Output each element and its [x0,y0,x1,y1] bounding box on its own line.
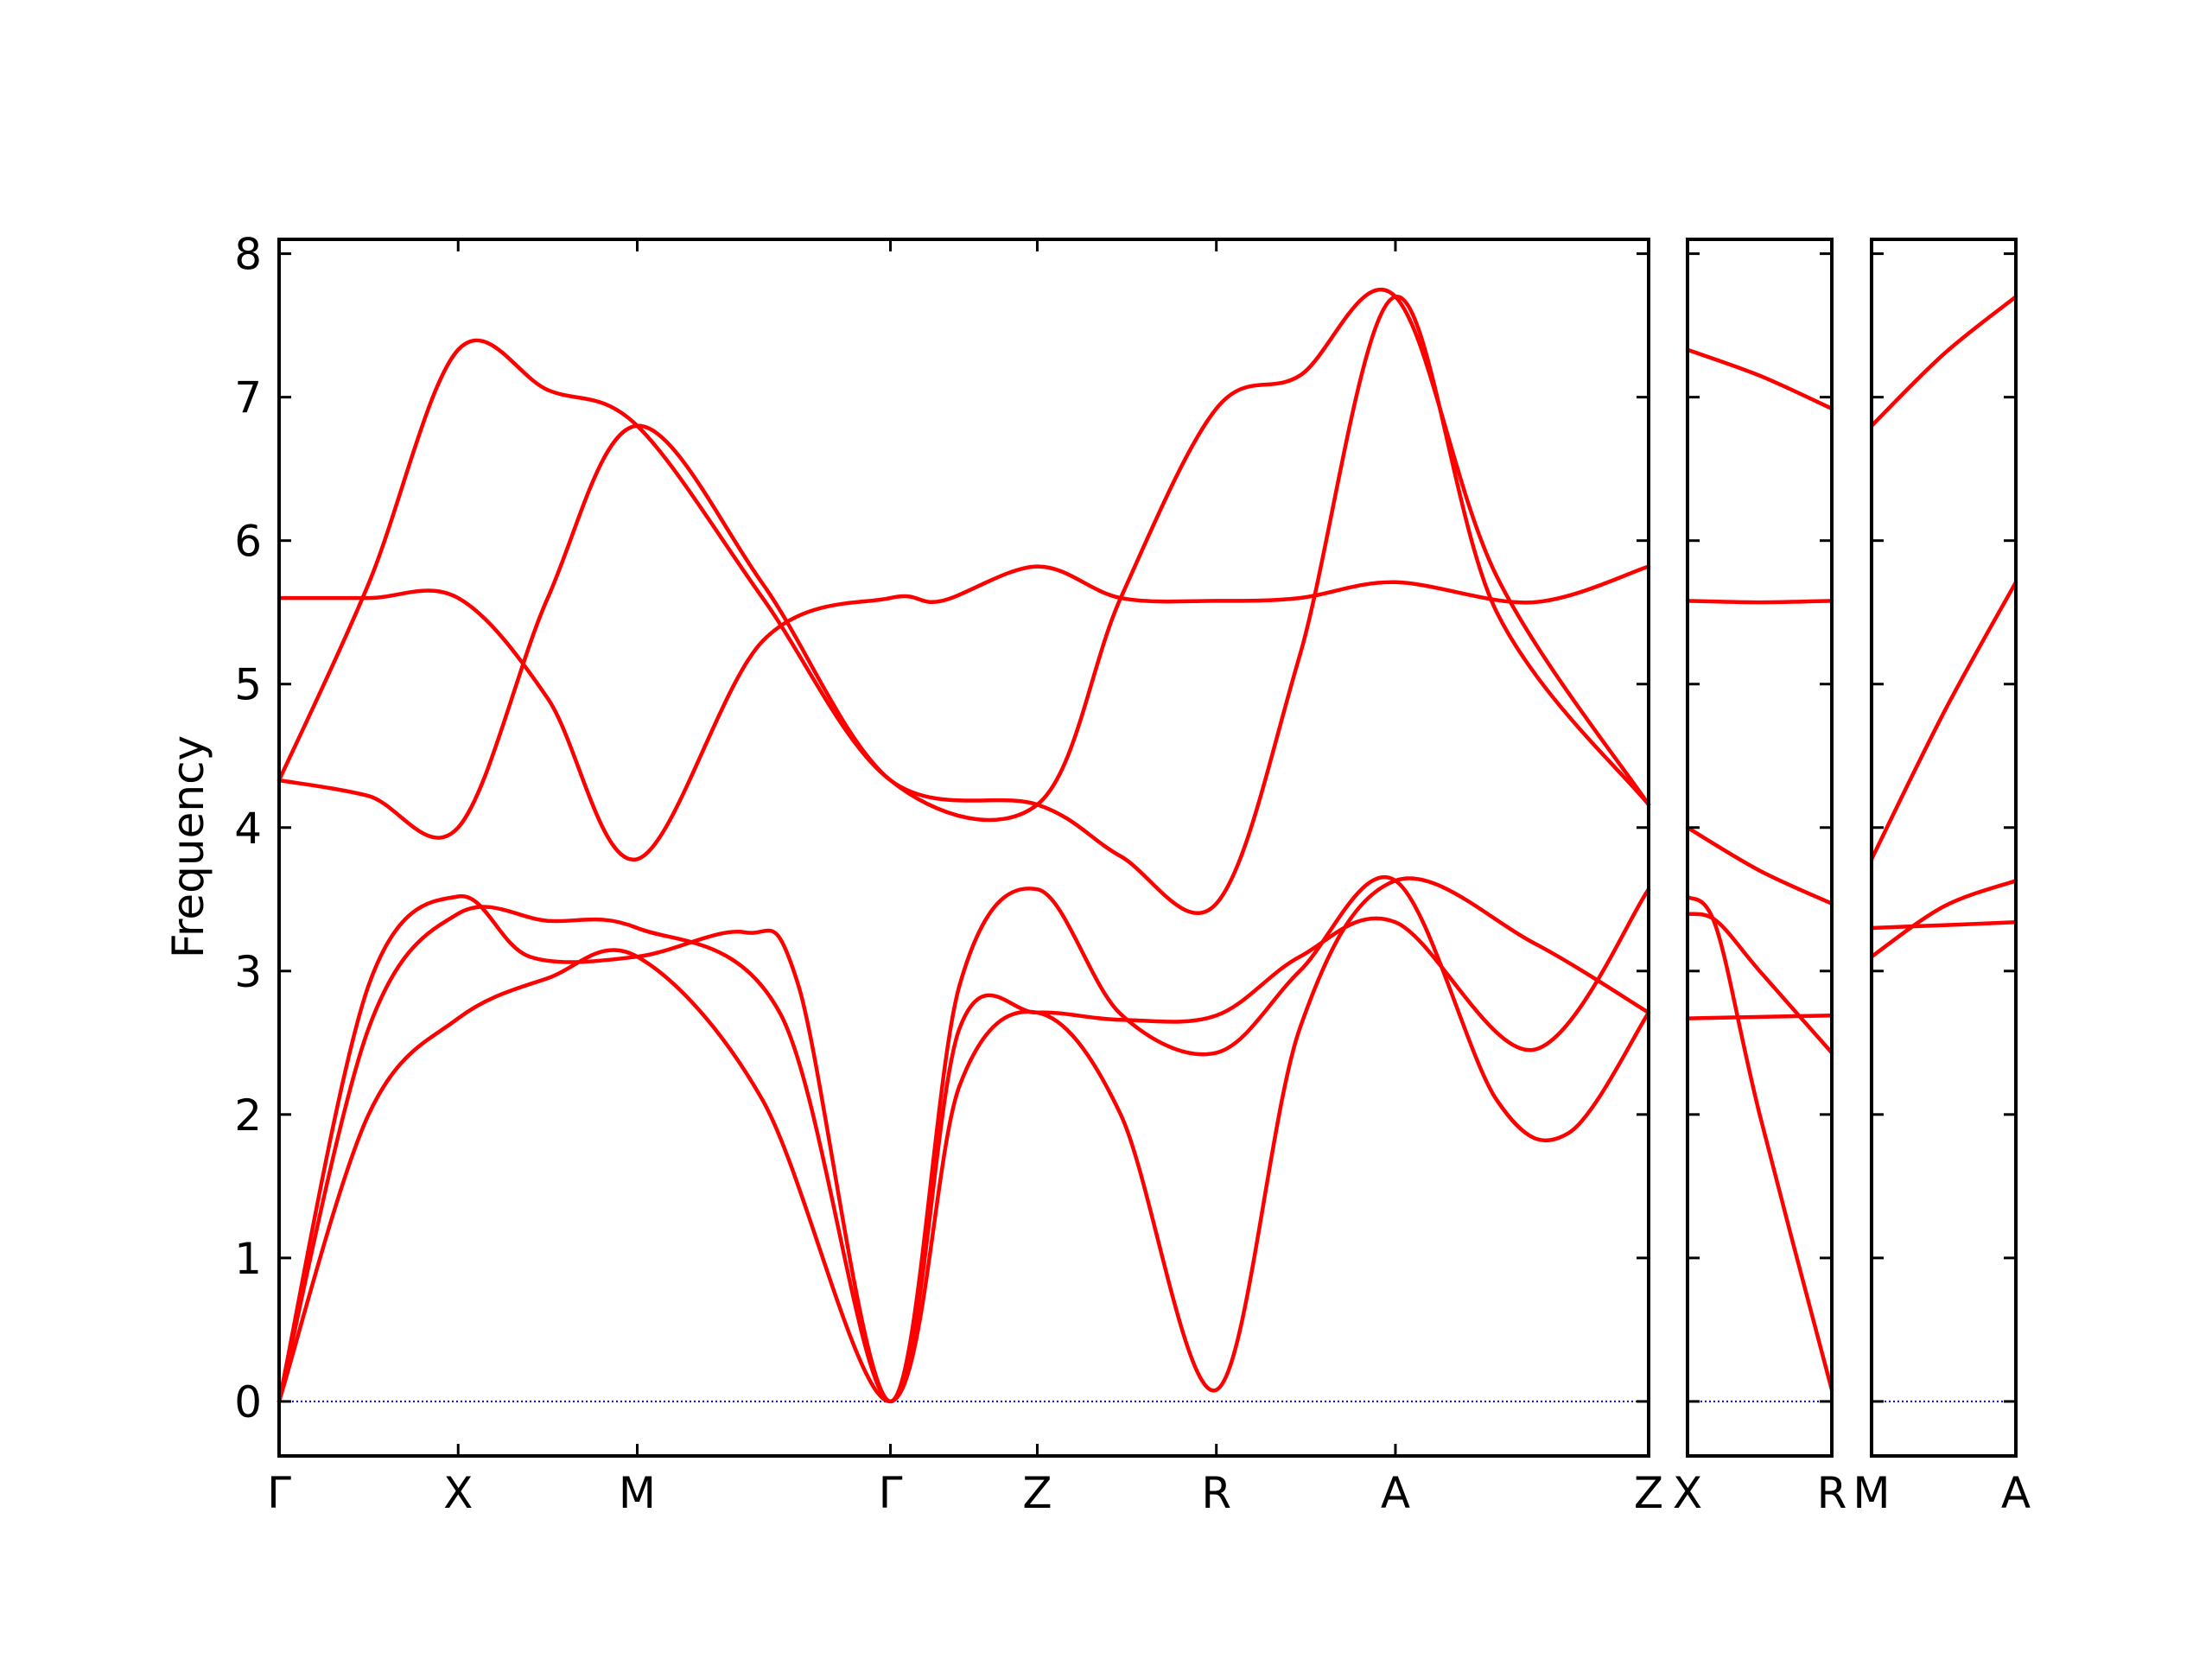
band-line-4 [1869,920,2018,931]
band-line-1 [276,876,1651,1404]
x-tick-label: X [443,1468,473,1518]
x-tick-label: Z [1022,1468,1052,1518]
x-tick-label: A [2001,1468,2031,1518]
x-tick-label: Γ [879,1468,903,1518]
band-line-5 [276,295,1651,915]
band-line-3 [276,875,1651,1404]
x-tick-label: A [1381,1468,1410,1518]
band-line-2 [1869,580,2018,861]
y-tick-label: 8 [234,230,262,280]
band-line-6 [1685,1014,1834,1020]
band-line-1 [1685,347,1834,411]
band-line-4 [1685,894,1834,1392]
y-tick-label: 1 [234,1234,262,1284]
band-line-2 [276,887,1651,1404]
band-line-2 [1685,599,1834,605]
band-line-4 [276,287,1651,840]
y-tick-label: 2 [234,1090,262,1141]
y-tick-label: 3 [234,947,262,997]
band-line-6 [276,564,1651,861]
y-tick-label: 7 [234,373,262,423]
y-tick-label: 0 [234,1377,262,1427]
panel-frame [1870,238,2018,1458]
y-axis-title: Frequency [163,735,213,958]
x-tick-label: M [1853,1468,1890,1518]
band-line-5 [1685,912,1834,1055]
band-line-3 [1685,825,1834,906]
y-axis: 0 1 2 3 4 5 6 7 8 [234,230,262,1427]
band-line-3 [1869,878,2018,959]
x-tick-label: M [619,1468,656,1518]
x-tick-label: Γ [267,1468,291,1518]
panel-frame [1686,238,1834,1458]
panel-frame [277,238,1650,1458]
x-tick-label: R [1201,1468,1231,1518]
y-tick-label: 6 [234,517,262,567]
y-tick-label: 4 [234,804,262,854]
x-tick-label: R [1817,1468,1847,1518]
band-line-1 [1869,295,2018,429]
x-tick-label: X [1673,1468,1702,1518]
x-tick-label: Z [1634,1468,1663,1518]
y-tick-label: 5 [234,660,262,710]
